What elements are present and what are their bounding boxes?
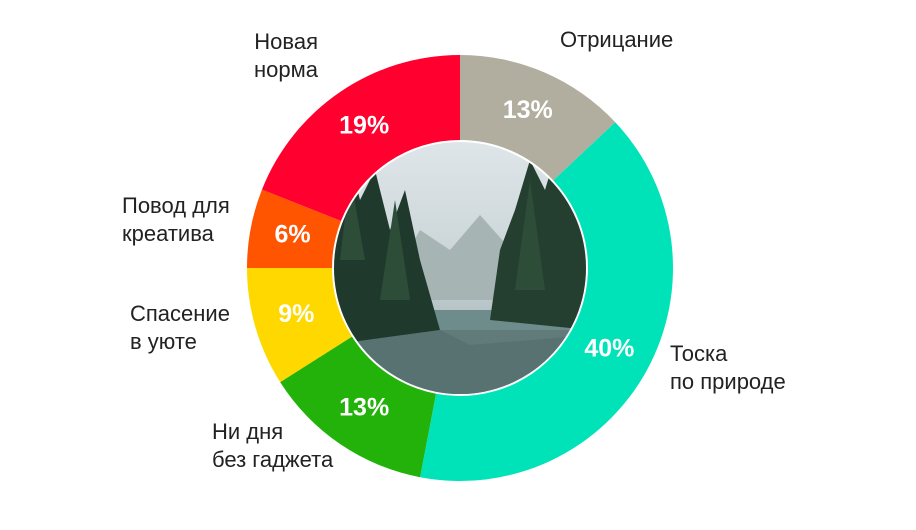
donut-segment [247, 189, 341, 268]
value-label: 19% [339, 112, 389, 140]
category-label: Тоска по природе [670, 341, 786, 394]
category-label: Новая норма [254, 29, 318, 82]
value-label: 40% [584, 335, 634, 363]
value-label: 13% [339, 394, 389, 422]
donut-segment [261, 55, 460, 221]
donut-segment [460, 55, 616, 181]
center-photo [334, 142, 586, 394]
value-label: 13% [503, 96, 553, 124]
category-label: Повод для креатива [122, 193, 230, 246]
donut-segment [280, 336, 437, 478]
value-label: 6% [274, 221, 310, 249]
category-label: Ни дня без гаджета [212, 419, 334, 472]
value-label: 9% [278, 300, 314, 328]
category-label: Отрицание [560, 27, 674, 52]
category-label: Спасение в уюте [130, 301, 230, 354]
donut-segment [420, 122, 673, 481]
donut-segment [247, 268, 352, 383]
